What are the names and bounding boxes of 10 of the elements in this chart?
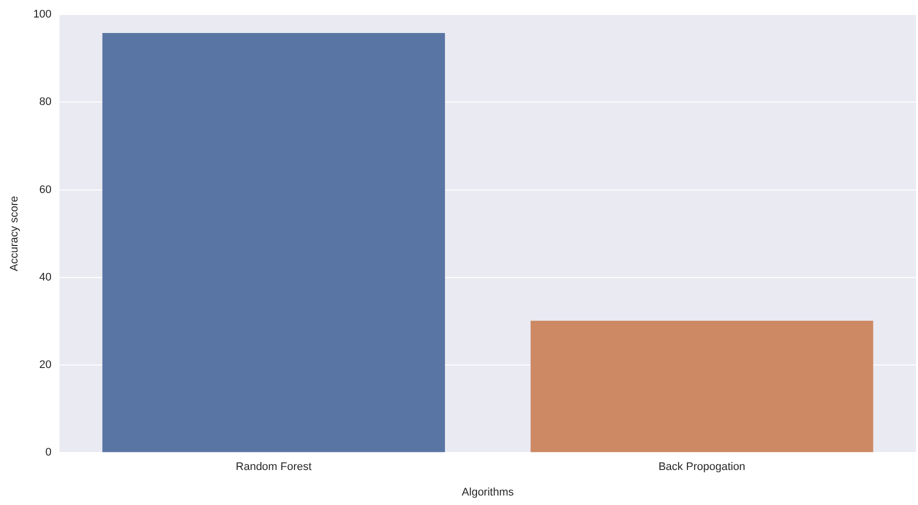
- y-tick-label: 20: [39, 359, 52, 372]
- y-tick-label: 40: [39, 271, 52, 284]
- x-axis-title: Algorithms: [462, 486, 514, 498]
- y-tick-label: 0: [45, 446, 52, 459]
- y-axis-title: Accuracy score: [8, 196, 21, 272]
- x-tick-label: Back Propogation: [658, 461, 746, 474]
- x-tick-label: Random Forest: [236, 461, 312, 474]
- y-tick-label: 60: [39, 184, 52, 196]
- y-tick-label: 100: [33, 8, 52, 21]
- y-tick-label: 80: [39, 96, 52, 108]
